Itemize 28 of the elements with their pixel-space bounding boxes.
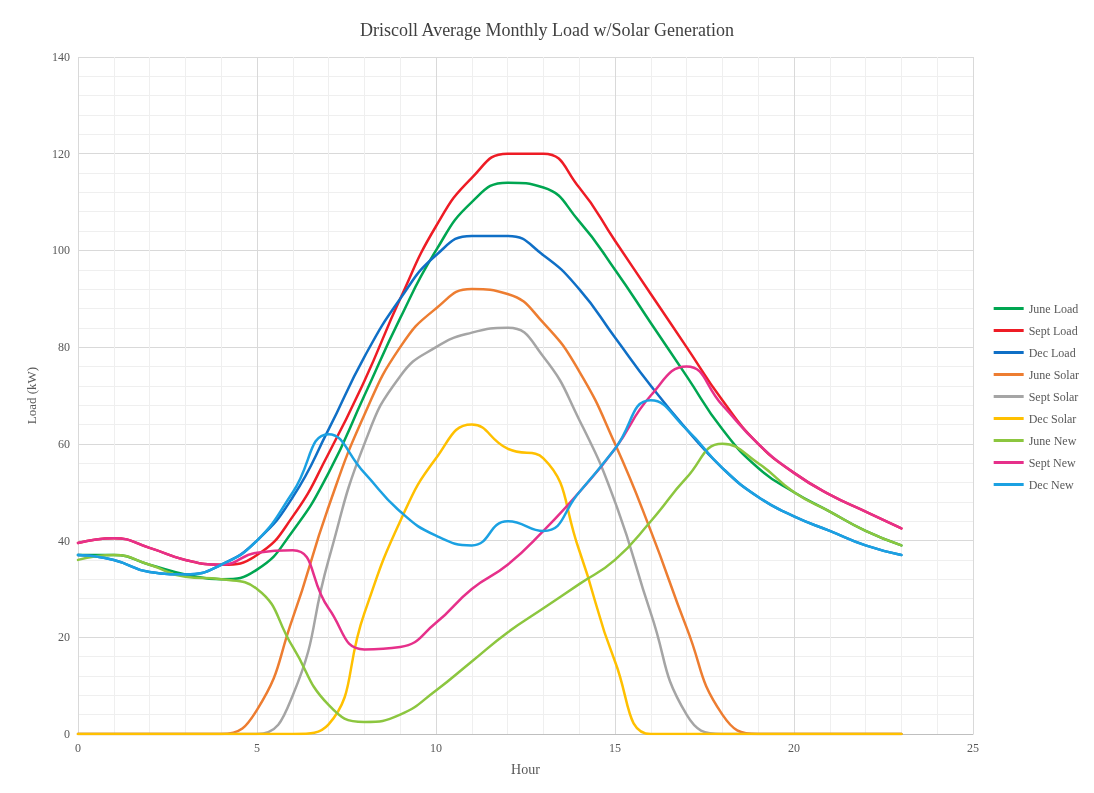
y-tick-label: 40 (58, 533, 70, 548)
y-axis-title: Load (kW) (24, 366, 39, 425)
chart-title: Driscoll Average Monthly Load w/Solar Generation (359, 20, 735, 40)
line-series (76, 365, 903, 651)
x-tick-label: 10 (430, 741, 442, 755)
legend-label: Sept Solar (1028, 389, 1079, 404)
x-tick-label: 5 (254, 741, 260, 755)
legend-label: Sept Load (1028, 323, 1078, 338)
legend-label: June Load (1028, 301, 1079, 316)
legend-label: Dec Load (1028, 345, 1076, 360)
y-tick-label: 0 (64, 727, 70, 741)
line-series (76, 399, 903, 576)
y-tick-label: 80 (58, 340, 70, 355)
legend-label: Sept New (1028, 455, 1076, 470)
y-tick-label: 20 (58, 630, 70, 645)
x-tick-label: 15 (609, 741, 621, 755)
legend-label: June Solar (1028, 367, 1079, 382)
legend-label: Dec Solar (1028, 411, 1077, 426)
legend-label: Dec New (1028, 477, 1074, 492)
x-tick-label: 0 (75, 741, 81, 755)
y-tick-label: 60 (58, 436, 70, 451)
x-tick-label: 20 (788, 741, 800, 755)
legend-label: June New (1028, 433, 1077, 448)
y-tick-label: 120 (52, 146, 70, 161)
y-tick-label: 100 (52, 243, 70, 258)
x-tick-label: 25 (967, 741, 979, 755)
x-axis-title: Hour (511, 761, 541, 777)
y-tick-label: 140 (52, 50, 70, 64)
